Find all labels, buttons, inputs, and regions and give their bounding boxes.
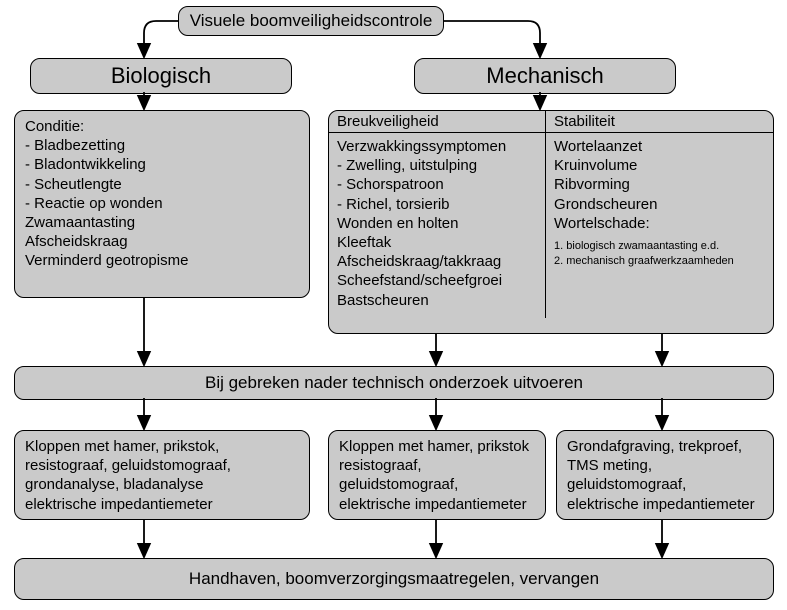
mech-col1-line: Wonden en holten [337, 214, 537, 233]
biologisch-line: - Reactie op wonden [25, 194, 299, 213]
root-box: Visuele boomveiligheidscontrole [178, 6, 444, 36]
final-box: Handhaven, boomverzorgingsmaatregelen, v… [14, 558, 774, 600]
mech-col2-header: Stabiliteit [546, 111, 773, 132]
lower3-line: Grondafgraving, trekproef, [567, 437, 763, 456]
mech-note-line: 1. biologisch zwamaantasting e.d. [554, 239, 765, 254]
mech-col1-header: Breukveiligheid [329, 111, 546, 132]
mechanisch-columns: Verzwakkingssymptomen - Zwelling, uitstu… [329, 133, 773, 318]
lower3-line: elektrische impedantiemeter [567, 495, 763, 514]
mech-col1-line: - Richel, torsierib [337, 195, 537, 214]
mech-col2: Wortelaanzet Kruinvolume Ribvorming Gron… [546, 133, 773, 318]
mech-col1: Verzwakkingssymptomen - Zwelling, uitstu… [329, 133, 546, 318]
biologisch-title: Biologisch [111, 63, 211, 88]
lower2-line: resistograaf, geluidstomograaf, [339, 456, 535, 494]
lower1-line: Kloppen met hamer, prikstok, [25, 437, 299, 456]
biologisch-line: Conditie: [25, 117, 299, 136]
mech-col1-line: - Schorspatroon [337, 175, 537, 194]
mech-col2-line: Grondscheuren [554, 195, 765, 214]
biologisch-line: - Bladontwikkeling [25, 155, 299, 174]
lower-box-2: Kloppen met hamer, prikstok resistograaf… [328, 430, 546, 520]
mech-col1-line: Verzwakkingssymptomen [337, 137, 537, 156]
mech-col1-line: Afscheidskraag/takkraag [337, 252, 537, 271]
mechanisch-header-row: Breukveiligheid Stabiliteit [329, 111, 773, 133]
final-label: Handhaven, boomverzorgingsmaatregelen, v… [189, 569, 599, 588]
mech-col2-line: Ribvorming [554, 175, 765, 194]
lower2-line: elektrische impedantiemeter [339, 495, 535, 514]
mechanisch-title-box: Mechanisch [414, 58, 676, 94]
biologisch-line: Afscheidskraag [25, 232, 299, 251]
lower2-line: Kloppen met hamer, prikstok [339, 437, 535, 456]
mech-note-line: 2. mechanisch graafwerkzaamheden [554, 254, 765, 269]
mid-box: Bij gebreken nader technisch onderzoek u… [14, 366, 774, 400]
mech-col2-line: Wortelschade: [554, 214, 765, 233]
biologisch-line: - Bladbezetting [25, 136, 299, 155]
lower3-line: TMS meting, geluidstomograaf, [567, 456, 763, 494]
biologisch-line: - Scheutlengte [25, 175, 299, 194]
lower-box-3: Grondafgraving, trekproef, TMS meting, g… [556, 430, 774, 520]
biologisch-title-box: Biologisch [30, 58, 292, 94]
mechanisch-title: Mechanisch [486, 63, 603, 88]
mech-col1-line: Bastscheuren [337, 291, 537, 310]
mech-col1-line: - Zwelling, uitstulping [337, 156, 537, 175]
mech-col1-line: Scheefstand/scheefgroei [337, 271, 537, 290]
root-label: Visuele boomveiligheidscontrole [190, 11, 433, 30]
biologisch-line: Verminderd geotropisme [25, 251, 299, 270]
mech-col2-line: Wortelaanzet [554, 137, 765, 156]
lower-box-1: Kloppen met hamer, prikstok, resistograa… [14, 430, 310, 520]
mechanisch-content-box: Breukveiligheid Stabiliteit Verzwakkings… [328, 110, 774, 334]
lower1-line: resistograaf, geluidstomograaf, [25, 456, 299, 475]
lower1-line: grondanalyse, bladanalyse [25, 475, 299, 494]
mech-col1-line: Kleeftak [337, 233, 537, 252]
mech-col2-line: Kruinvolume [554, 156, 765, 175]
biologisch-line: Zwamaantasting [25, 213, 299, 232]
lower1-line: elektrische impedantiemeter [25, 495, 299, 514]
mech-col2-note: 1. biologisch zwamaantasting e.d. 2. mec… [554, 239, 765, 269]
biologisch-content-box: Conditie: - Bladbezetting - Bladontwikke… [14, 110, 310, 298]
mid-label: Bij gebreken nader technisch onderzoek u… [205, 373, 583, 392]
